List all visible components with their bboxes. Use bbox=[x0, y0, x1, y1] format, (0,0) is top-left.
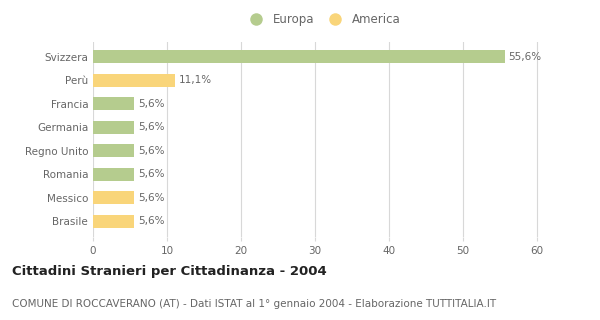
Legend: Europa, America: Europa, America bbox=[239, 8, 406, 31]
Bar bbox=[93, 191, 134, 204]
Bar bbox=[93, 51, 505, 63]
Text: 11,1%: 11,1% bbox=[179, 76, 212, 85]
Text: 5,6%: 5,6% bbox=[138, 146, 164, 156]
Text: 5,6%: 5,6% bbox=[138, 193, 164, 203]
Text: Cittadini Stranieri per Cittadinanza - 2004: Cittadini Stranieri per Cittadinanza - 2… bbox=[12, 265, 327, 278]
Text: COMUNE DI ROCCAVERANO (AT) - Dati ISTAT al 1° gennaio 2004 - Elaborazione TUTTIT: COMUNE DI ROCCAVERANO (AT) - Dati ISTAT … bbox=[12, 299, 496, 309]
Text: 5,6%: 5,6% bbox=[138, 99, 164, 109]
Bar bbox=[93, 98, 134, 110]
Bar bbox=[93, 121, 134, 134]
Text: 55,6%: 55,6% bbox=[508, 52, 541, 62]
Bar bbox=[93, 168, 134, 181]
Text: 5,6%: 5,6% bbox=[138, 123, 164, 132]
Bar bbox=[93, 74, 175, 87]
Bar bbox=[93, 145, 134, 157]
Bar bbox=[93, 215, 134, 228]
Text: 5,6%: 5,6% bbox=[138, 216, 164, 227]
Text: 5,6%: 5,6% bbox=[138, 170, 164, 180]
